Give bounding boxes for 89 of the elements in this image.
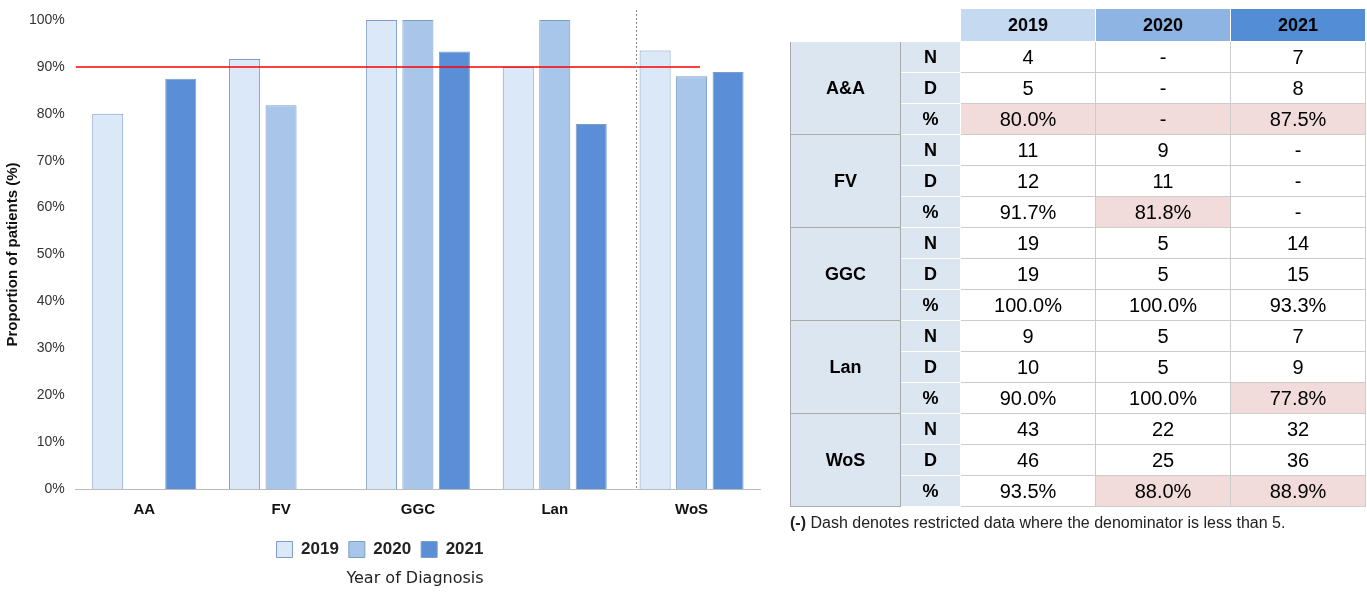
y-tick-label: D — [900, 258, 961, 290]
text: (-) Dash denotes restricted data where the denominator is less than 5. — [790, 514, 1286, 531]
data-label: 10 — [960, 351, 1096, 383]
y-tick-label: 80% — [36, 104, 65, 121]
data-label: 90.0% — [960, 382, 1096, 414]
text: - — [1294, 138, 1302, 161]
y-tick-label: 90% — [36, 57, 65, 74]
y-axis-title: Proportion of patients (%) — [3, 162, 21, 347]
y2-tick-label: FV — [790, 134, 901, 228]
data-label: 93.5% — [960, 475, 1096, 507]
data-label: 88.0% — [1095, 475, 1231, 507]
data-label: 7 — [1230, 320, 1366, 352]
y-tick-label: N — [900, 41, 961, 73]
data-label: 11 — [1095, 165, 1231, 197]
data-label: 87.5% — [1230, 103, 1366, 135]
y2-tick-label: Lan — [790, 320, 901, 414]
data-label: 36 — [1230, 444, 1366, 476]
data-label: 100.0% — [960, 289, 1096, 321]
y-tick-label: % — [900, 289, 961, 321]
text: - — [1294, 169, 1302, 192]
data-label: 81.8% — [1095, 196, 1231, 228]
data-label: 12 — [960, 165, 1096, 197]
data-label: 15 — [1230, 258, 1366, 290]
data-label: 5 — [1095, 351, 1231, 383]
data-label: 14 — [1230, 227, 1366, 259]
y-tick-label: 10% — [36, 432, 65, 449]
y-tick-label: % — [900, 196, 961, 228]
y-tick-label: 50% — [36, 245, 65, 262]
data-label: 19 — [960, 227, 1096, 259]
y-tick-label: 40% — [36, 292, 65, 309]
y-tick-label: N — [900, 227, 961, 259]
y-tick-label: N — [900, 413, 961, 445]
text: - — [1159, 107, 1167, 130]
y-tick-label: D — [900, 72, 961, 104]
y-tick-label: 60% — [36, 198, 65, 215]
data-label: 22 — [1095, 413, 1231, 445]
y-tick-label: % — [900, 103, 961, 135]
data-label: 4 — [960, 41, 1096, 73]
data-label: 5 — [1095, 320, 1231, 352]
y-tick-label: D — [900, 351, 961, 383]
y-tick-label: N — [900, 320, 961, 352]
text: - — [1159, 76, 1167, 99]
data-label: 46 — [960, 444, 1096, 476]
data-label: 93.3% — [1230, 289, 1366, 321]
data-label: 11 — [960, 134, 1096, 166]
y-tick-label: % — [900, 382, 961, 414]
x-axis-title: Year of Diagnosis — [345, 568, 485, 587]
x-tick-label: FV — [271, 500, 291, 518]
data-label: 43 — [960, 413, 1096, 445]
data-label: 5 — [1095, 227, 1231, 259]
data-label: 7 — [1230, 41, 1366, 73]
x-tick-label: 2021 — [1230, 8, 1366, 42]
data-label: 5 — [960, 72, 1096, 104]
y-tick-label: D — [900, 444, 961, 476]
y-tick-label: % — [900, 475, 961, 507]
data-label: 25 — [1095, 444, 1231, 476]
x-tick-label: AA — [133, 500, 156, 518]
data-label: 88.9% — [1230, 475, 1366, 507]
legend-label: 2019 — [301, 539, 339, 559]
y-tick-label: 70% — [36, 151, 65, 168]
legend-label: 2021 — [445, 539, 484, 559]
y-tick-label: 30% — [36, 339, 65, 356]
x-tick-label: Lan — [541, 500, 569, 518]
x-tick-label: GGC — [400, 500, 436, 518]
y2-tick-label: GGC — [790, 227, 901, 321]
y-tick-label: 20% — [36, 386, 65, 403]
data-label: 5 — [1095, 258, 1231, 290]
data-label: 77.8% — [1230, 382, 1366, 414]
data-label: 100.0% — [1095, 382, 1231, 414]
data-label: 9 — [960, 320, 1096, 352]
data-label: 91.7% — [960, 196, 1096, 228]
data-label: 9 — [1095, 134, 1231, 166]
y-tick-label: 0% — [44, 479, 65, 496]
legend-label: 2020 — [373, 539, 412, 559]
data-label: 80.0% — [960, 103, 1096, 135]
text: - — [1294, 200, 1302, 223]
x-tick-label: 2019 — [960, 8, 1096, 42]
data-label: 8 — [1230, 72, 1366, 104]
data-label: 9 — [1230, 351, 1366, 383]
x-tick-label: WoS — [675, 500, 709, 518]
data-label: 100.0% — [1095, 289, 1231, 321]
data-label: 32 — [1230, 413, 1366, 445]
y-tick-label: 100% — [28, 10, 65, 27]
y2-tick-label: A&A — [790, 41, 901, 135]
y-tick-label: N — [900, 134, 961, 166]
y-tick-label: D — [900, 165, 961, 197]
x-tick-label: 2020 — [1095, 8, 1231, 42]
text: - — [1159, 45, 1167, 68]
data-label: 19 — [960, 258, 1096, 290]
